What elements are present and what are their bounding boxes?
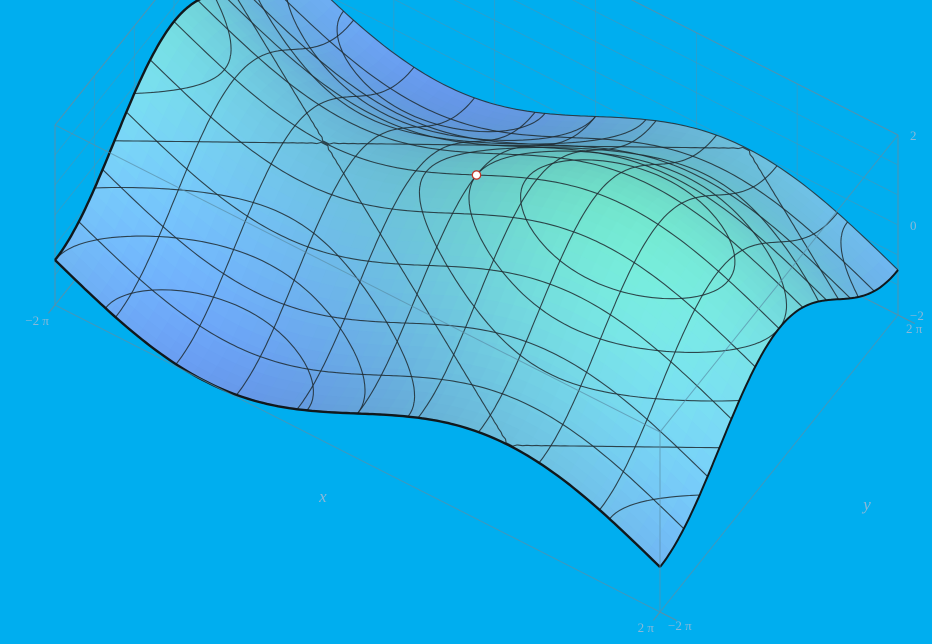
mesh-line-x [599,212,838,511]
mesh-contour [520,159,736,300]
x-tick-mark [652,611,661,621]
box-edge-front [659,134,899,433]
box-edge-front [659,314,899,613]
z-tick-label: 0 [910,218,917,233]
mesh-line-y [284,0,875,292]
x-tick-label: 2 π [638,620,655,635]
z-tick-label: 2 [910,128,917,143]
y-axis-label: y [861,495,871,514]
mesh-line-y [227,0,827,301]
mesh-line-x [417,120,657,419]
surface-edge [659,269,899,568]
y-tick-mark [659,611,678,621]
grid-line [54,0,180,156]
highlighted-point [471,170,482,180]
grid-line [572,0,899,166]
y-tick-label: 2 π [906,321,923,336]
mesh-line-y [253,0,851,299]
z-tick-label: −2 [910,308,924,323]
y-tick-label: −2 π [668,618,692,633]
x-tick-mark [47,304,56,314]
y-tick-mark [897,314,916,324]
mesh-line-y [197,0,804,308]
mesh-contour [114,0,839,449]
surface-edge [54,259,661,568]
box-edge-front [54,304,661,613]
mesh-contour [468,150,788,353]
surface-layer [54,0,899,568]
mesh-lines [54,0,899,568]
box-edge-front [54,124,661,433]
axes-box-front [54,124,899,613]
mesh-contour [105,10,546,411]
x-axis-label: x [318,487,327,506]
surface-edge [54,0,202,261]
x-tick-label: −2 π [25,313,49,328]
